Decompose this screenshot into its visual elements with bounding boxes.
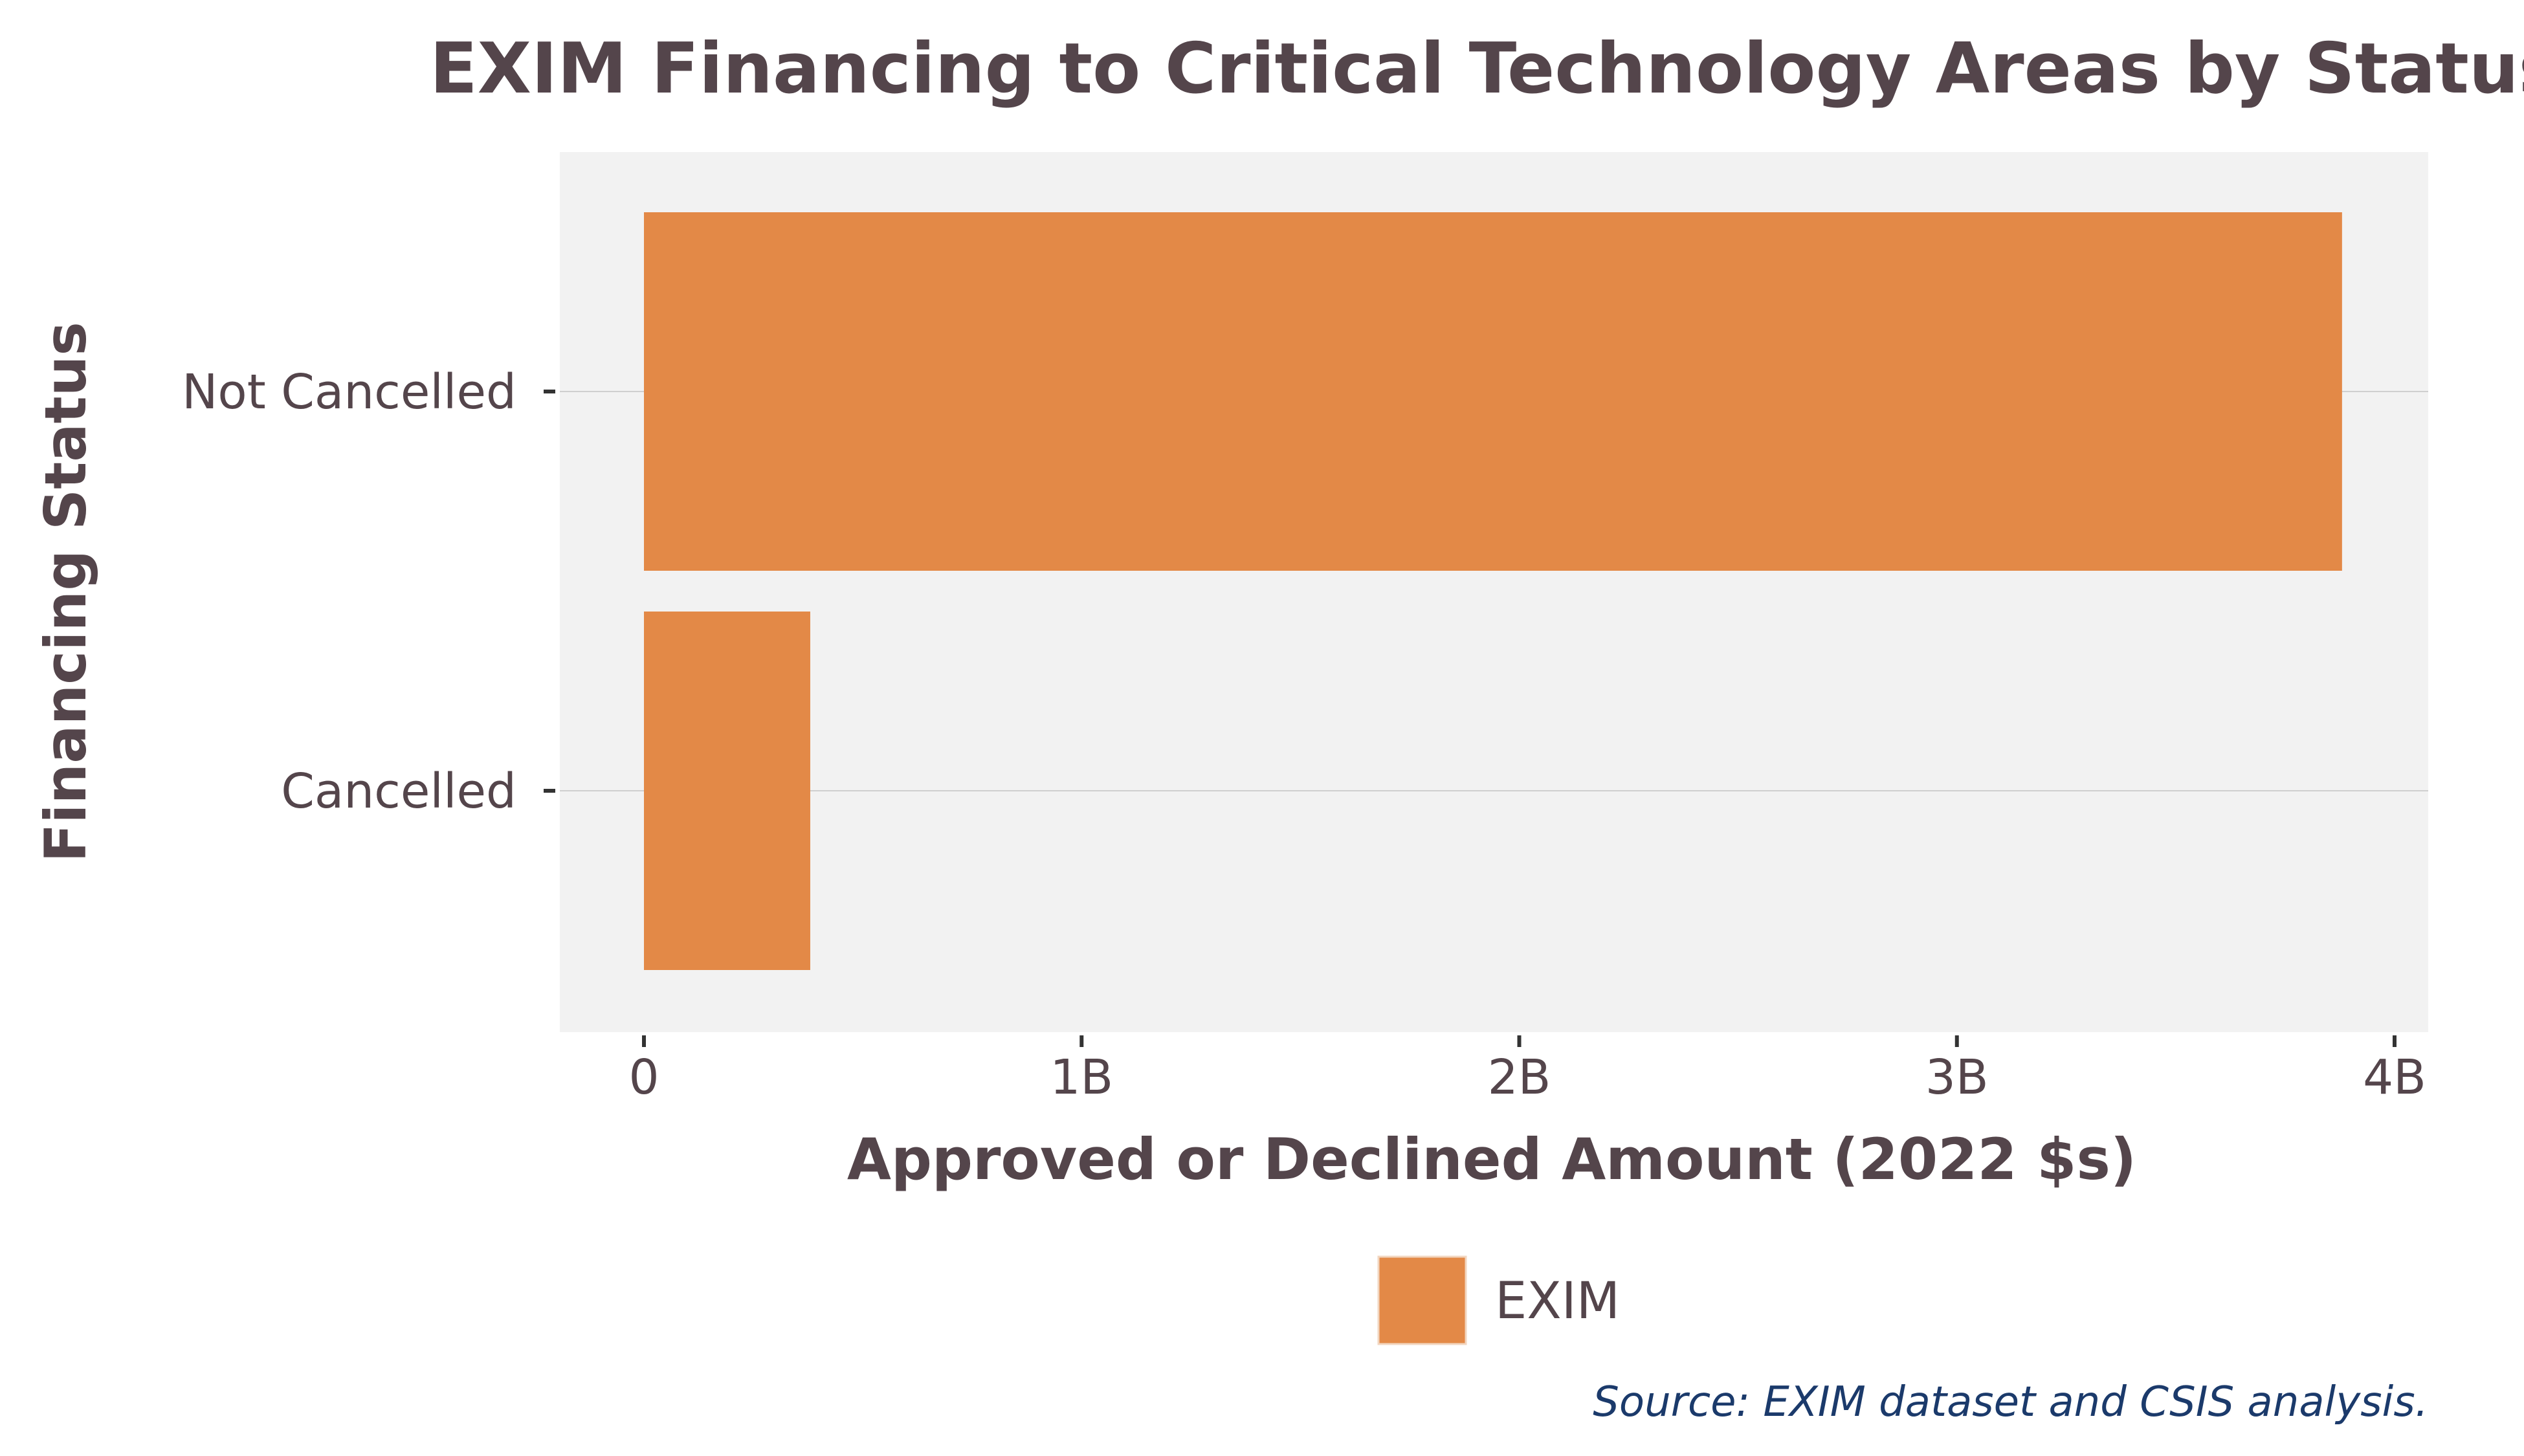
bar-not-cancelled	[644, 212, 2342, 571]
y-axis-title: Financing Status	[32, 322, 99, 862]
x-axis-title: Approved or Declined Amount (2022 $s)	[847, 1126, 2136, 1193]
chart-title: EXIM Financing to Critical Technology Ar…	[430, 28, 2524, 109]
legend-swatch-exim	[1377, 1255, 1467, 1345]
y-tick-label-not-cancelled: Not Cancelled	[182, 364, 516, 420]
y-tick-label-cancelled: Cancelled	[281, 764, 516, 819]
x-axis: 0 1B 2B 3B 4B	[628, 1035, 2426, 1105]
y-axis: Not Cancelled Cancelled	[182, 364, 555, 819]
legend: EXIM	[1377, 1255, 1620, 1345]
bar-cancelled	[644, 612, 810, 970]
x-tick-label-4: 4B	[2363, 1050, 2426, 1105]
bars	[644, 212, 2342, 970]
x-tick-label-2: 2B	[1488, 1050, 1551, 1105]
x-tick-label-0: 0	[628, 1050, 659, 1105]
source-note: Source: EXIM dataset and CSIS analysis.	[1593, 1378, 2428, 1426]
x-tick-label-1: 1B	[1050, 1050, 1113, 1105]
x-tick-label-3: 3B	[1925, 1050, 1989, 1105]
legend-label-exim: EXIM	[1495, 1272, 1620, 1330]
